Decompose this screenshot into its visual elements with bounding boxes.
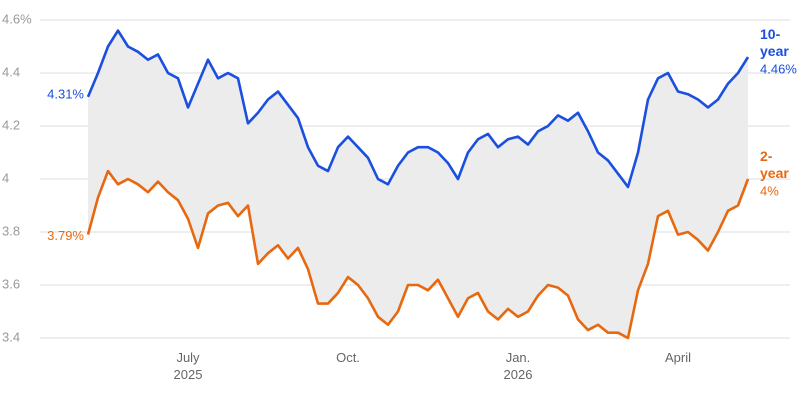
line xyxy=(86,169,750,340)
y-tick-label: 4.4 xyxy=(2,64,20,79)
y-tick-label: 3.6 xyxy=(2,276,20,291)
spread-area xyxy=(88,30,748,338)
x-tick-label: July 2025 xyxy=(174,350,203,382)
x-tick-label: Oct. xyxy=(336,350,360,365)
legend-label: 10-year xyxy=(760,26,789,59)
value-label: 4% xyxy=(760,183,779,198)
x-tick-label: Jan. 2026 xyxy=(504,350,533,382)
x-tick-label: April xyxy=(665,350,691,365)
line xyxy=(86,29,750,189)
y-tick-label: 3.8 xyxy=(2,223,20,238)
y-tick-label: 4.2 xyxy=(2,117,20,132)
y-tick-label: 4.6% xyxy=(2,11,32,26)
legend-label: 2-year xyxy=(760,148,789,181)
y-tick-label: 3.4 xyxy=(2,329,20,344)
value-label: 4.31% xyxy=(47,86,84,101)
value-label: 3.79% xyxy=(47,228,84,243)
y-tick-label: 4 xyxy=(2,170,9,185)
value-label: 4.46% xyxy=(760,62,797,77)
